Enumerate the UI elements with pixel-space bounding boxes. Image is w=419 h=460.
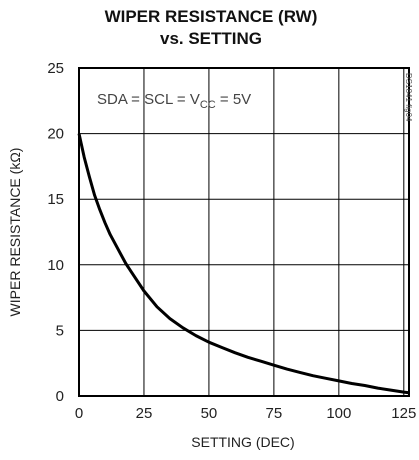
annotation-prefix: SDA = SCL = V: [97, 91, 200, 108]
x-axis-label: SETTING (DEC): [191, 434, 294, 450]
y-tick-label: 20: [47, 126, 64, 143]
annotation-suffix: = 5V: [216, 91, 251, 108]
y-tick-label: 25: [47, 60, 64, 77]
grid: [79, 68, 409, 396]
series-layer: [77, 133, 410, 395]
plot-frame: [78, 67, 410, 397]
x-tick-label: 125: [391, 405, 416, 422]
tick-labels: 0 25 50 75 100 125 0 5 10 15 20 25: [47, 60, 416, 422]
x-tick-label: 25: [136, 405, 153, 422]
series-line: [77, 133, 410, 395]
y-tick-label: 10: [47, 257, 64, 274]
x-tick-label: 0: [75, 405, 83, 422]
x-tick-label: 75: [266, 405, 283, 422]
y-axis-label: WIPER RESISTANCE (kΩ): [7, 148, 23, 317]
chart-title-line1: WIPER RESISTANCE (RW): [105, 7, 318, 26]
y-tick-label: 5: [56, 322, 64, 339]
x-tick-label: 50: [201, 405, 218, 422]
x-tick-label: 100: [326, 405, 351, 422]
y-tick-label: 0: [56, 388, 64, 405]
condition-annotation: SDA = SCL = VCC = 5V: [97, 91, 251, 111]
figure-id-watermark: DS1841 fig04: [404, 73, 413, 122]
chart-title-line2: vs. SETTING: [160, 29, 262, 48]
annotation-subscript: CC: [200, 99, 216, 111]
y-tick-label: 15: [47, 191, 64, 208]
